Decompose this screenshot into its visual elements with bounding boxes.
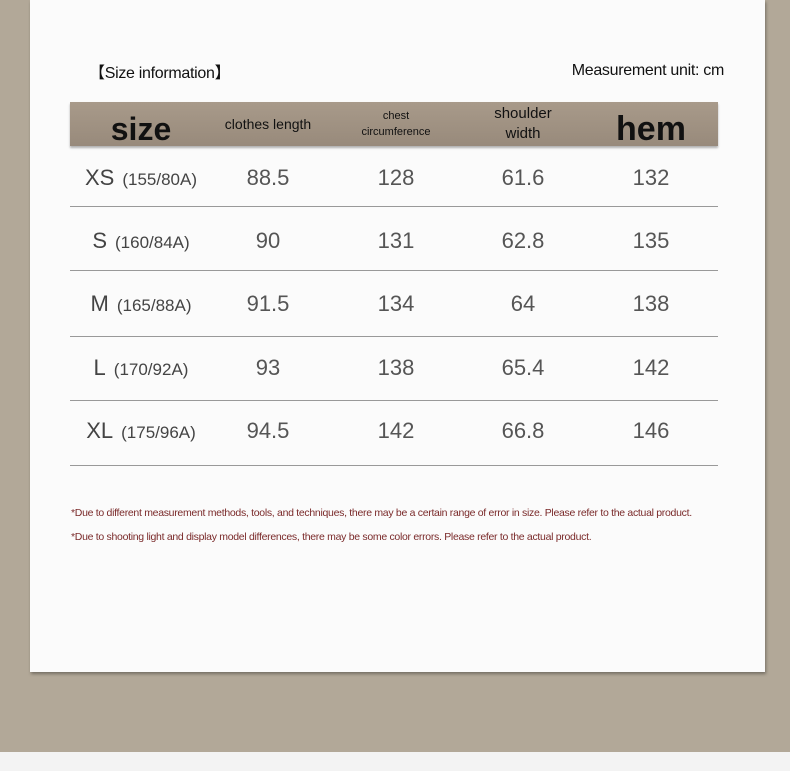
cell: 142 [377,418,415,443]
header-band [70,102,718,146]
cell: 94.5 [246,418,290,443]
cell: 66.8 [501,418,545,443]
cell: 142 [632,355,670,380]
cell: 91.5 [246,291,290,316]
size-spec: (165/88A) [116,296,192,315]
note: *Due to different measurement methods, t… [71,507,692,519]
cell: 138 [377,355,415,380]
row-separator [70,206,718,207]
column-header: size [110,111,172,147]
cell: 62.8 [501,228,545,253]
cell: 64 [510,291,536,316]
row-separator [70,400,718,401]
row-separator [70,270,718,271]
size-spec: (155/80A) [122,170,198,189]
column-header: hem [616,110,686,148]
cell: 128 [377,165,415,190]
size-label: XL (175/96A) [70,418,212,444]
size-label: M (165/88A) [70,291,212,317]
size-code: XS [84,165,115,190]
cell: 93 [255,355,281,380]
strip [0,752,790,771]
size-spec: (160/84A) [115,233,190,252]
row-separator [70,465,718,466]
size-label: S (160/84A) [70,228,212,254]
cell: 134 [377,291,415,316]
size-spec: (175/96A) [121,423,196,442]
size-code: XL [86,418,114,443]
note: *Due to shooting light and display model… [71,531,592,543]
cell: 135 [632,228,670,253]
cell: 131 [377,228,415,253]
size-code: M [90,291,109,316]
cell: 90 [255,228,281,253]
column-header: chest circumference [361,110,431,138]
column-header: clothes length [224,116,312,132]
row-separator [70,336,718,337]
title: 【Size information】 [89,65,231,82]
cell: 132 [632,165,670,190]
size-code: L [93,355,106,380]
size-label: L (170/92A) [70,355,212,381]
cell: 146 [632,418,670,443]
size-code: S [92,228,107,253]
size-label: XS (155/80A) [70,165,212,191]
cell: 65.4 [501,355,545,380]
cell: 88.5 [246,165,290,190]
cell: 138 [632,291,670,316]
unit: Measurement unit: cm [571,62,725,79]
cell: 61.6 [501,165,545,190]
column-header: shoulder width [494,105,552,142]
size-spec: (170/92A) [113,360,189,379]
